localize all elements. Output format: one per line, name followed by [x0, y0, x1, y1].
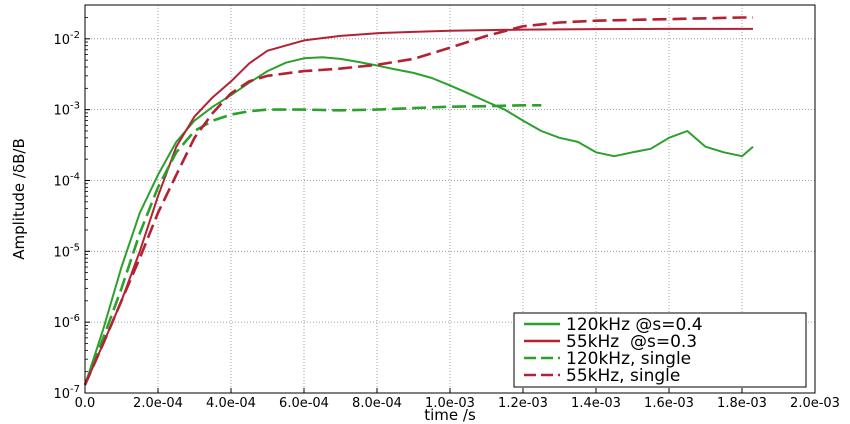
x-tick-label: 0.0	[75, 396, 96, 411]
legend-entry: 55kHz @s=0.3	[566, 332, 697, 352]
series-line-2	[83, 104, 542, 386]
series-layer	[83, 16, 754, 386]
x-tick-label: 6.0e-04	[279, 396, 329, 411]
x-axis-ticks: 0.0 2.0e-04 4.0e-04 6.0e-04 8.0e-04 1.0e-03 1.…	[75, 388, 840, 411]
y-tick-label: 10-3	[53, 101, 80, 119]
x-tick-label: 8.0e-04	[352, 396, 402, 411]
y-tick-label: 10-7	[53, 384, 80, 402]
y-axis-label: Amplitude /δB/B	[10, 138, 28, 260]
x-tick-label: 2.0e-04	[133, 396, 183, 411]
x-tick-label: 1.4e-03	[571, 396, 621, 411]
legend-entry: 120kHz @s=0.4	[566, 315, 703, 335]
y-tick-label: 10-5	[53, 242, 80, 260]
series-line-3	[83, 16, 753, 386]
series-line-1	[84, 27, 753, 386]
legend-box	[513, 312, 807, 388]
y-axis-ticks: 10-7 10-6 10-5 10-4 10-3 10-2	[53, 17, 90, 402]
x-tick-label: 1.6e-03	[644, 396, 694, 411]
x-tick-label: 4.0e-04	[206, 396, 256, 411]
legend-entry: 55kHz, single	[566, 366, 680, 386]
y-tick-label: 10-4	[53, 171, 80, 189]
x-tick-label: 1.8e-03	[717, 396, 767, 411]
y-tick-label: 10-6	[53, 313, 80, 331]
legend-entry: 120kHz, single	[566, 349, 691, 369]
y-tick-label: 10-2	[53, 30, 80, 48]
x-axis-label: time /s	[424, 406, 476, 424]
series-line-0	[84, 56, 754, 386]
x-tick-label: 1.0e-03	[425, 396, 475, 411]
x-tick-label: 1.2e-03	[498, 396, 548, 411]
x-tick-label: 2.0e-03	[790, 396, 840, 411]
